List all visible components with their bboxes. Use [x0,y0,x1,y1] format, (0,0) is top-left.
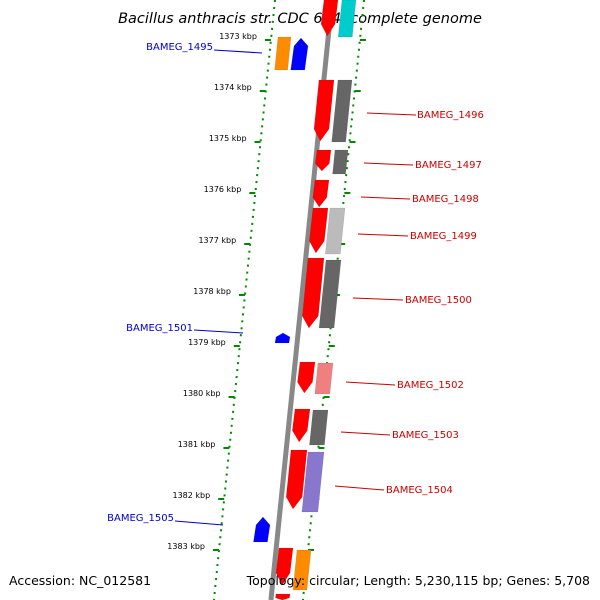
kbp-label: 1375 kbp [209,134,247,143]
gene-label[interactable]: BAMEG_1498 [412,194,479,205]
plus-strand-gene[interactable] [297,361,316,394]
gene-label[interactable]: BAMEG_1502 [397,380,464,391]
gene-label-leader [345,381,396,386]
gene-label[interactable]: BAMEG_1496 [417,110,484,121]
gene-label[interactable]: BAMEG_1503 [392,430,459,441]
plus-strand-gene[interactable] [313,79,335,142]
plus-strand-gene[interactable] [292,408,311,443]
kbp-label: 1379 kbp [188,338,226,347]
inner-tick-ring [212,0,276,600]
gene-label-leader [366,112,417,116]
gene-label[interactable]: BAMEG_1501 [126,323,193,334]
plus-strand-gene[interactable] [275,593,291,600]
kbp-label: 1381 kbp [178,440,216,449]
minus-strand-gene[interactable] [253,516,271,543]
minus-strand-gene[interactable] [290,37,309,71]
plus-strand-gene[interactable] [275,547,294,586]
plus-strand-gene[interactable] [320,0,339,37]
cog-category-bar[interactable] [337,0,357,38]
cog-category-bar[interactable] [292,549,312,591]
plus-strand-gene[interactable] [309,207,329,254]
plus-strand-gene[interactable] [285,449,308,510]
gene-label[interactable]: BAMEG_1499 [410,231,477,242]
gene-label[interactable]: BAMEG_1500 [405,295,472,306]
cog-category-bar[interactable] [309,409,329,446]
kbp-label: 1373 kbp [219,32,257,41]
gene-label-leader [352,297,404,301]
gene-label-leader [360,196,411,200]
gene-label-leader [340,431,391,436]
plus-strand-gene[interactable] [315,149,332,172]
gene-label-leader [334,485,385,491]
cog-category-bar[interactable] [332,149,349,175]
cog-category-bar[interactable] [331,79,353,143]
kbp-label: 1383 kbp [167,542,205,551]
gene-label-leader [174,520,224,526]
gene-label-leader [357,233,409,237]
plus-strand-gene[interactable] [302,257,325,329]
plus-strand-gene[interactable] [312,179,330,208]
kbp-label: 1380 kbp [183,389,221,398]
map-title: Bacillus anthracis str. CDC 684, complet… [118,11,482,27]
minus-strand-gene[interactable] [274,332,291,344]
cog-category-bar[interactable] [301,451,325,513]
kbp-label: 1377 kbp [198,236,236,245]
topology-text: Topology: circular; Length: 5,230,115 bp… [246,573,590,588]
kbp-label: 1382 kbp [172,491,210,500]
cog-category-bar[interactable] [318,259,342,329]
accession-text: Accession: NC_012581 [9,573,152,588]
kbp-label: 1378 kbp [193,287,231,296]
gene-label-leader [193,329,244,334]
gene-label[interactable]: BAMEG_1495 [146,42,213,53]
gene-label-leader [363,162,414,166]
kbp-label: 1376 kbp [204,185,242,194]
cog-category-bar[interactable] [325,207,346,255]
gene-label[interactable]: BAMEG_1505 [107,513,174,524]
cog-category-bar[interactable] [314,362,334,395]
gene-label-leader [213,49,263,54]
gene-label[interactable]: BAMEG_1504 [386,485,453,496]
cog-category-bar[interactable] [274,36,292,71]
kbp-label: 1374 kbp [214,83,252,92]
gene-label[interactable]: BAMEG_1497 [415,160,482,171]
